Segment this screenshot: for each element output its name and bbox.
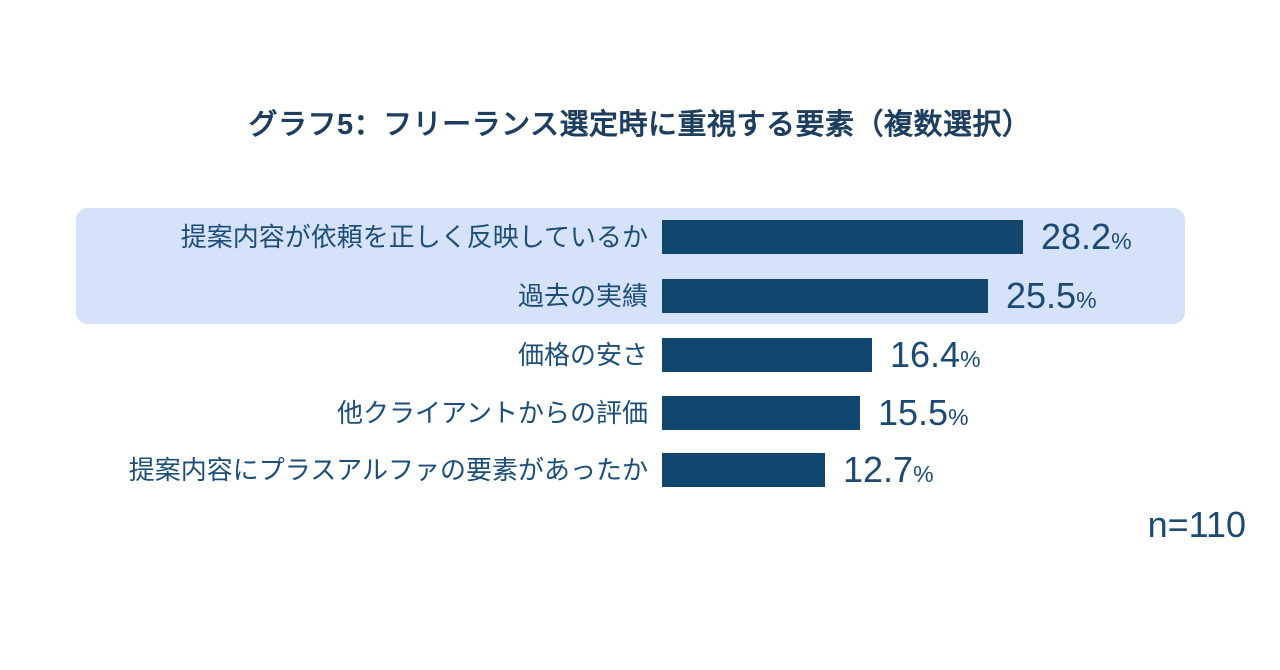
- sample-size-label: n=110: [1147, 504, 1246, 545]
- value-label: 25.5%: [1006, 278, 1097, 314]
- value-label: 16.4%: [890, 337, 981, 373]
- percent-unit: %: [948, 404, 969, 430]
- bar-row: 過去の実績 25.5%: [0, 267, 1280, 325]
- value-label: 28.2%: [1041, 219, 1132, 255]
- value-label: 15.5%: [878, 395, 969, 431]
- category-label: 提案内容にプラスアルファの要素があったか: [128, 455, 648, 485]
- value-number: 28.2: [1041, 216, 1112, 257]
- value-number: 16.4: [890, 334, 961, 375]
- percent-unit: %: [960, 346, 981, 372]
- value-number: 25.5: [1006, 275, 1077, 316]
- category-label: 提案内容が依頼を正しく反映しているか: [180, 222, 648, 252]
- bar-row: 提案内容にプラスアルファの要素があったか 12.7%: [0, 441, 1280, 499]
- value-number: 12.7: [843, 449, 914, 490]
- bar: [662, 279, 988, 313]
- percent-unit: %: [1111, 228, 1132, 254]
- category-label: 過去の実績: [517, 281, 648, 311]
- chart-title: グラフ5：フリーランス選定時に重視する要素（複数選択）: [248, 109, 1032, 141]
- bar-row: 提案内容が依頼を正しく反映しているか 28.2%: [0, 208, 1280, 266]
- value-number: 15.5: [878, 392, 949, 433]
- bar: [662, 453, 825, 487]
- category-label: 他クライアントからの評価: [337, 398, 648, 428]
- bar-row: 価格の安さ 16.4%: [0, 326, 1280, 384]
- value-label: 12.7%: [843, 452, 934, 488]
- category-label: 価格の安さ: [517, 340, 648, 370]
- bar: [662, 220, 1023, 254]
- bar: [662, 338, 872, 372]
- bar-row: 他クライアントからの評価 15.5%: [0, 384, 1280, 442]
- percent-unit: %: [1076, 287, 1097, 313]
- percent-unit: %: [913, 461, 934, 487]
- bar: [662, 396, 860, 430]
